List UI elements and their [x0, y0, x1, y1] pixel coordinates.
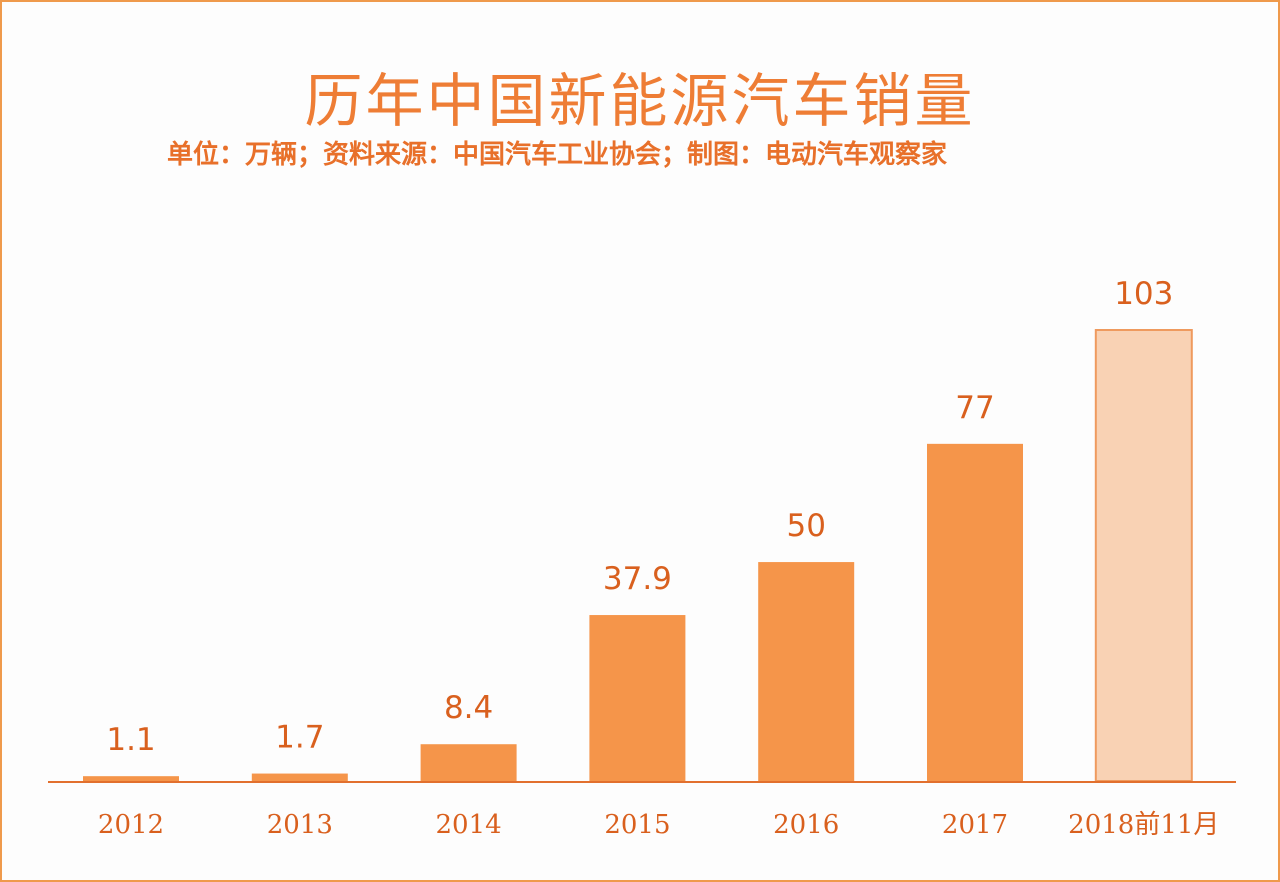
bar-2013: [251, 773, 348, 781]
category-label-2017: 2017: [942, 810, 1008, 840]
value-label-2012: 1.1: [106, 722, 155, 758]
bar-2014: [420, 744, 517, 781]
category-label-2016: 2016: [773, 810, 839, 840]
value-label-2016: 50: [786, 508, 825, 544]
value-label-2017: 77: [955, 390, 994, 426]
category-label-2014: 2014: [436, 810, 502, 840]
chart-subtitle: 单位：万辆；资料来源：中国汽车工业协会；制图：电动汽车观察家: [167, 140, 948, 170]
category-label-2015: 2015: [604, 810, 670, 840]
value-label-2018前11月: 103: [1114, 276, 1173, 312]
category-label-2018前11月: 2018前11月: [1068, 810, 1219, 840]
value-label-2013: 1.7: [275, 720, 324, 756]
value-label-2014: 8.4: [444, 690, 493, 726]
bar-2016: [758, 562, 855, 781]
chart-title: 历年中国新能源汽车销量: [304, 67, 976, 135]
bar-2018前11月: [1094, 329, 1193, 782]
category-label-2013: 2013: [267, 810, 333, 840]
bar-2012: [83, 776, 179, 781]
bar-2017: [927, 443, 1023, 781]
bar-2015: [589, 615, 686, 781]
category-label-2012: 2012: [98, 810, 164, 840]
value-label-2015: 37.9: [603, 561, 672, 597]
